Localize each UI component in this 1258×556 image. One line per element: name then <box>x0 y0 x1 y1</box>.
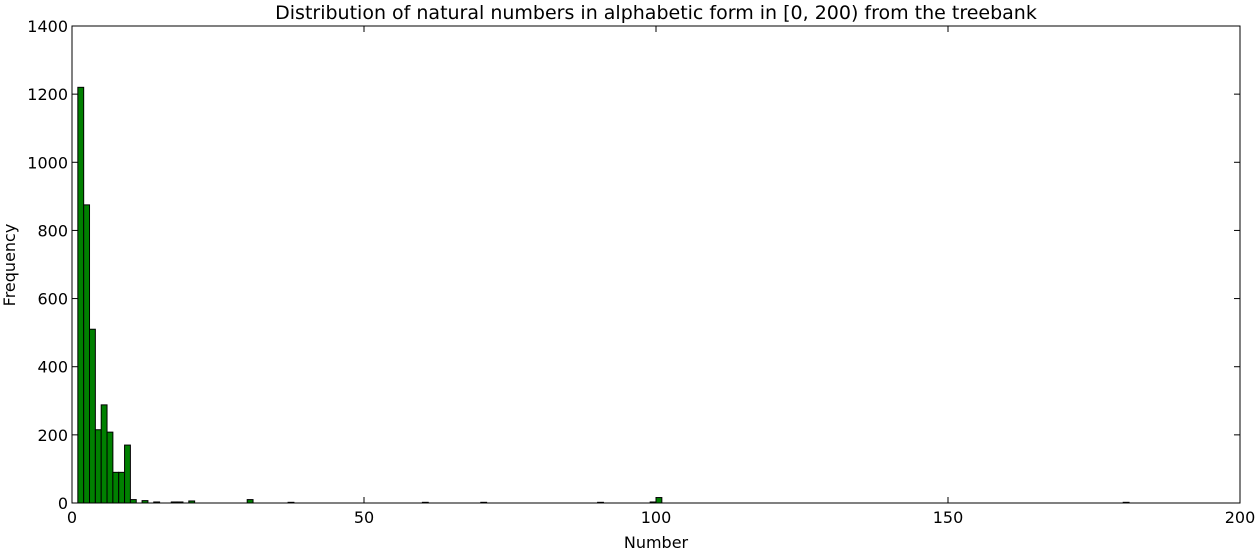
x-tick-label: 150 <box>933 508 964 527</box>
chart-title: Distribution of natural numbers in alpha… <box>275 2 1037 24</box>
x-tick-label: 0 <box>67 508 77 527</box>
histogram-bar <box>106 431 114 504</box>
histogram-bar <box>77 86 85 504</box>
histogram-bar <box>94 429 102 504</box>
y-tick-label: 1200 <box>27 85 68 104</box>
histogram-bar <box>100 404 108 504</box>
histogram-bar <box>655 497 663 504</box>
x-axis-label: Number <box>624 533 689 552</box>
y-tick-label: 200 <box>37 426 68 445</box>
histogram-bar <box>124 444 131 504</box>
y-tick-label: 600 <box>37 290 68 309</box>
histogram-bar <box>246 499 254 504</box>
histogram-bar <box>118 471 126 504</box>
y-tick-label: 1000 <box>27 153 68 172</box>
ticks-layer: 0 50 100 150 200 0 200 400 600 800 1000 1200 1400 <box>27 17 1255 527</box>
histogram-bar <box>112 471 120 504</box>
y-tick-label: 1400 <box>27 17 68 36</box>
x-tick-label: 50 <box>354 508 374 527</box>
y-tick-label: 800 <box>37 221 68 240</box>
plot-frame <box>71 25 1241 504</box>
histogram-bar <box>129 499 137 504</box>
y-axis-label: Frequency <box>0 224 19 307</box>
y-tick-label: 400 <box>37 358 68 377</box>
bars-layer <box>77 86 1130 504</box>
histogram-bar <box>89 328 96 504</box>
x-tick-label: 100 <box>641 508 672 527</box>
histogram-bar <box>83 204 91 504</box>
x-tick-label: 200 <box>1225 508 1256 527</box>
y-tick-label: 0 <box>58 494 68 513</box>
